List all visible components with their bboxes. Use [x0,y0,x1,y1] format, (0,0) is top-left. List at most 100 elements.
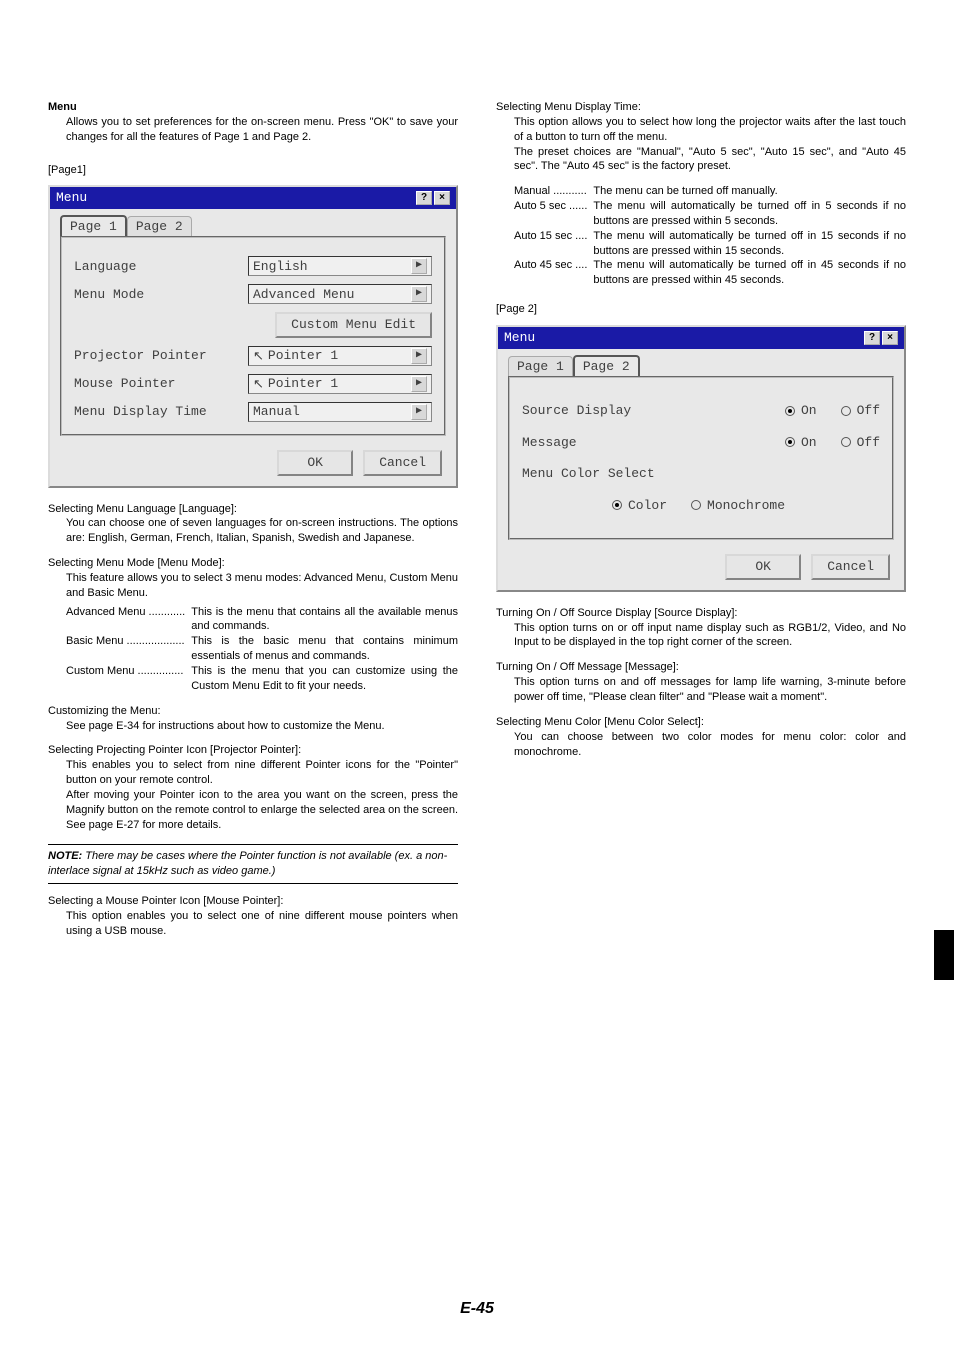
radio-label: On [801,434,817,452]
projector-pointer-combo[interactable]: ↖ Pointer 1 ▶ [248,346,432,366]
radio-label: On [801,402,817,420]
projector-pointer-text2: After moving your Pointer icon to the ar… [48,788,458,833]
message-label: Message [522,434,682,452]
projector-pointer-value: Pointer 1 [268,347,411,365]
mouse-pointer-combo[interactable]: ↖ Pointer 1 ▶ [248,374,432,394]
def-desc: The menu will automatically be turned of… [587,258,906,288]
help-button[interactable]: ? [416,191,432,205]
menu-heading: Menu [48,100,458,115]
selecting-mode-text: This feature allows you to select 3 menu… [48,571,458,601]
projector-pointer-text1: This enables you to select from nine dif… [48,758,458,788]
mouse-pointer-label: Mouse Pointer [74,375,234,393]
mouse-pointer-text: This option enables you to select one of… [48,909,458,939]
cancel-button[interactable]: Cancel [811,554,890,580]
dialog2-title: Menu [504,329,862,347]
mouse-pointer-heading: Selecting a Mouse Pointer Icon [Mouse Po… [48,894,458,909]
menu-color-select-label: Menu Color Select [522,465,880,483]
def-desc: This is the menu that you can customize … [185,664,458,694]
message-text: This option turns on and off messages fo… [496,675,906,705]
chevron-right-icon[interactable]: ▶ [411,376,427,392]
message-off[interactable]: Off [841,434,880,452]
tab-page1[interactable]: Page 1 [508,356,573,377]
def-term: Manual ........... [514,184,587,199]
selecting-mode-heading: Selecting Menu Mode [Menu Mode]: [48,556,458,571]
note-label: NOTE: [48,850,82,862]
dialog2-body: Source Display On Off Message On Off Men… [508,376,894,540]
ok-button[interactable]: OK [277,450,353,476]
menu-dialog-page1: Menu ? × Page 1Page 2 Language English ▶… [48,185,458,487]
help-button[interactable]: ? [864,331,880,345]
menu-mode-value: Advanced Menu [253,286,411,304]
def-desc: The menu will automatically be turned of… [587,199,906,229]
selecting-language-heading: Selecting Menu Language [Language]: [48,502,458,517]
projector-pointer-heading: Selecting Projecting Pointer Icon [Proje… [48,743,458,758]
def-term: Auto 5 sec ...... [514,199,587,229]
language-label: Language [74,258,234,276]
page-edge-tab [934,930,954,980]
dialog1-tabs: Page 1Page 2 [50,209,456,237]
selecting-language-text: You can choose one of seven languages fo… [48,516,458,546]
cancel-button[interactable]: Cancel [363,450,442,476]
radio-off-icon [691,500,701,510]
def-term: Advanced Menu ............ [66,605,185,635]
display-time-p1: This option allows you to select how lon… [496,115,906,145]
tab-page2[interactable]: Page 2 [127,216,192,237]
pointer-icon: ↖ [253,375,264,393]
def-term: Auto 45 sec .... [514,258,587,288]
radio-label: Off [857,402,880,420]
menu-display-time-value: Manual [253,403,411,421]
chevron-right-icon[interactable]: ▶ [411,286,427,302]
source-display-on[interactable]: On [785,402,817,420]
note-text: There may be cases where the Pointer fun… [48,850,447,877]
page1-label: [Page1] [48,163,458,178]
source-display-label: Source Display [522,402,682,420]
radio-label: Monochrome [707,497,785,515]
menu-dialog-page2: Menu ? × Page 1Page 2 Source Display On … [496,325,906,592]
def-desc: This is the basic menu that contains min… [185,634,458,664]
color-option[interactable]: Color [612,497,667,515]
menu-display-time-combo[interactable]: Manual ▶ [248,402,432,422]
dialog2-tabs: Page 1Page 2 [498,349,904,377]
radio-off-icon [841,437,851,447]
page2-label: [Page 2] [496,302,906,317]
close-button[interactable]: × [882,331,898,345]
radio-label: Color [628,497,667,515]
radio-on-icon [785,437,795,447]
tab-page1[interactable]: Page 1 [60,215,127,237]
custom-menu-edit-button[interactable]: Custom Menu Edit [275,312,432,338]
dialog2-titlebar: Menu ? × [498,327,904,349]
def-desc: The menu will automatically be turned of… [587,229,906,259]
display-time-heading: Selecting Menu Display Time: [496,100,906,115]
menu-color-heading: Selecting Menu Color [Menu Color Select]… [496,715,906,730]
projector-pointer-label: Projector Pointer [74,347,234,365]
def-desc: This is the menu that contains all the a… [185,605,458,635]
tab-page2[interactable]: Page 2 [573,355,640,377]
pointer-icon: ↖ [253,347,264,365]
source-display-text: This option turns on or off input name d… [496,621,906,651]
dialog1-body: Language English ▶ Menu Mode Advanced Me… [60,236,446,436]
menu-color-text: You can choose between two color modes f… [496,730,906,760]
language-value: English [253,258,411,276]
monochrome-option[interactable]: Monochrome [691,497,785,515]
close-button[interactable]: × [434,191,450,205]
ok-button[interactable]: OK [725,554,801,580]
language-combo[interactable]: English ▶ [248,256,432,276]
customizing-menu-text: See page E-34 for instructions about how… [48,719,458,734]
chevron-right-icon[interactable]: ▶ [411,404,427,420]
customizing-menu-heading: Customizing the Menu: [48,704,458,719]
note-block: NOTE: There may be cases where the Point… [48,844,458,884]
dialog1-titlebar: Menu ? × [50,187,456,209]
display-time-definitions: Manual ........... The menu can be turne… [496,184,906,288]
radio-off-icon [841,406,851,416]
menu-display-time-label: Menu Display Time [74,403,234,421]
def-term: Custom Menu ............... [66,664,185,694]
chevron-right-icon[interactable]: ▶ [411,348,427,364]
menu-mode-combo[interactable]: Advanced Menu ▶ [248,284,432,304]
mouse-pointer-value: Pointer 1 [268,375,411,393]
display-time-p2: The preset choices are "Manual", "Auto 5… [496,145,906,175]
page-number: E-45 [0,1298,954,1320]
message-on[interactable]: On [785,434,817,452]
chevron-right-icon[interactable]: ▶ [411,258,427,274]
def-desc: The menu can be turned off manually. [587,184,906,199]
source-display-off[interactable]: Off [841,402,880,420]
